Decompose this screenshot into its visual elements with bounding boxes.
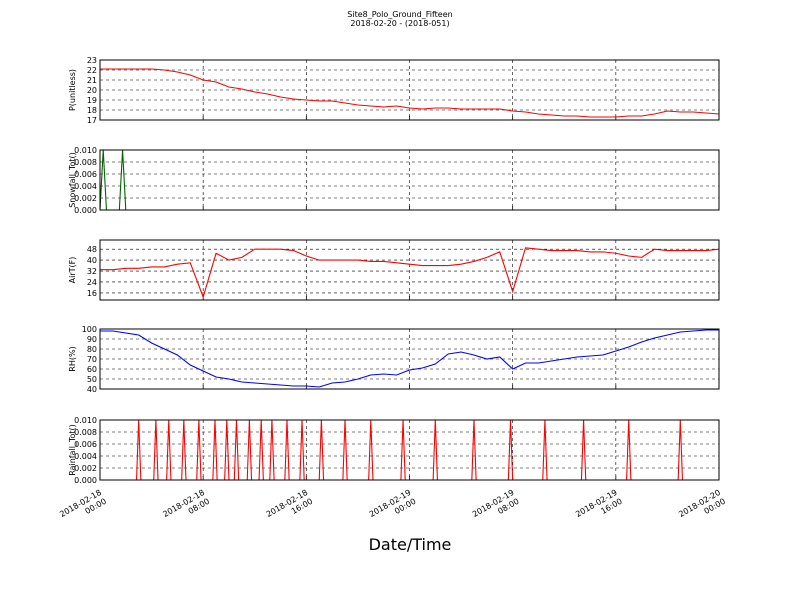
y-tick-label: 90 xyxy=(87,335,97,344)
y-tick-label: 0.004 xyxy=(74,452,97,461)
y-axis-label: Rainfall_Tot() xyxy=(68,424,77,476)
y-tick-label: 0.004 xyxy=(74,182,97,191)
y-axis-label: Snowfall_Tot() xyxy=(68,152,77,208)
y-tick-label: 0.002 xyxy=(74,464,97,473)
y-tick-label: 0.006 xyxy=(74,170,97,179)
y-tick-label: 70 xyxy=(87,355,97,364)
data-line xyxy=(100,68,720,118)
y-tick-label: 0.008 xyxy=(74,158,97,167)
y-tick-label: 40 xyxy=(87,385,97,394)
x-tick-label: 2018-02-1808:00 xyxy=(161,488,211,528)
plot-frame xyxy=(99,59,720,121)
y-tick-label: 19 xyxy=(87,96,97,105)
y-tick-label: 20 xyxy=(87,86,97,95)
data-line xyxy=(100,247,720,299)
y-tick-label: 48 xyxy=(87,245,97,254)
y-tick-label: 0.006 xyxy=(74,440,97,449)
y-axis-label: P(unitless) xyxy=(68,69,77,111)
x-tick-label: 2018-02-1816:00 xyxy=(265,488,315,528)
y-tick-label: 50 xyxy=(87,375,97,384)
y-tick-label: 80 xyxy=(87,345,97,354)
x-tick-label: 2018-02-1908:00 xyxy=(471,488,521,528)
y-tick-label: 0.008 xyxy=(74,428,97,437)
y-tick-label: 22 xyxy=(87,66,97,75)
y-tick-label: 23 xyxy=(87,56,97,65)
plot-frame xyxy=(99,328,720,390)
y-tick-label: 0.002 xyxy=(74,194,97,203)
y-axis-label: AirT(F) xyxy=(68,257,77,284)
x-tick-label: 2018-02-1916:00 xyxy=(574,488,624,528)
y-tick-label: 40 xyxy=(87,256,97,265)
y-tick-label: 0.010 xyxy=(74,416,97,425)
x-tick-label: 2018-02-1900:00 xyxy=(368,488,418,528)
y-tick-label: 18 xyxy=(87,106,97,115)
plot-frame xyxy=(99,419,720,481)
y-tick-label: 60 xyxy=(87,365,97,374)
y-axis-label: RH(%) xyxy=(68,346,77,371)
y-tick-label: 16 xyxy=(87,289,97,298)
plot-frame xyxy=(99,149,720,211)
data-line xyxy=(100,329,719,388)
x-tick-label: 2018-02-1800:00 xyxy=(58,488,108,528)
y-tick-label: 21 xyxy=(87,76,97,85)
plot-frame xyxy=(99,239,720,301)
y-tick-label: 0.000 xyxy=(74,476,97,485)
y-tick-label: 32 xyxy=(87,267,97,276)
chart-title: Site8_Polo_Ground_Fifteen xyxy=(347,10,452,19)
y-tick-label: 24 xyxy=(87,278,97,287)
chart-subtitle: 2018-02-20 - (2018-051) xyxy=(350,19,449,28)
y-tick-label: 100 xyxy=(82,325,97,334)
x-axis-label: Date/Time xyxy=(369,535,452,554)
x-tick-label: 2018-02-2000:00 xyxy=(677,488,727,528)
y-tick-label: 0.010 xyxy=(74,146,97,155)
y-tick-label: 17 xyxy=(87,116,97,125)
y-tick-label: 0.000 xyxy=(74,206,97,215)
